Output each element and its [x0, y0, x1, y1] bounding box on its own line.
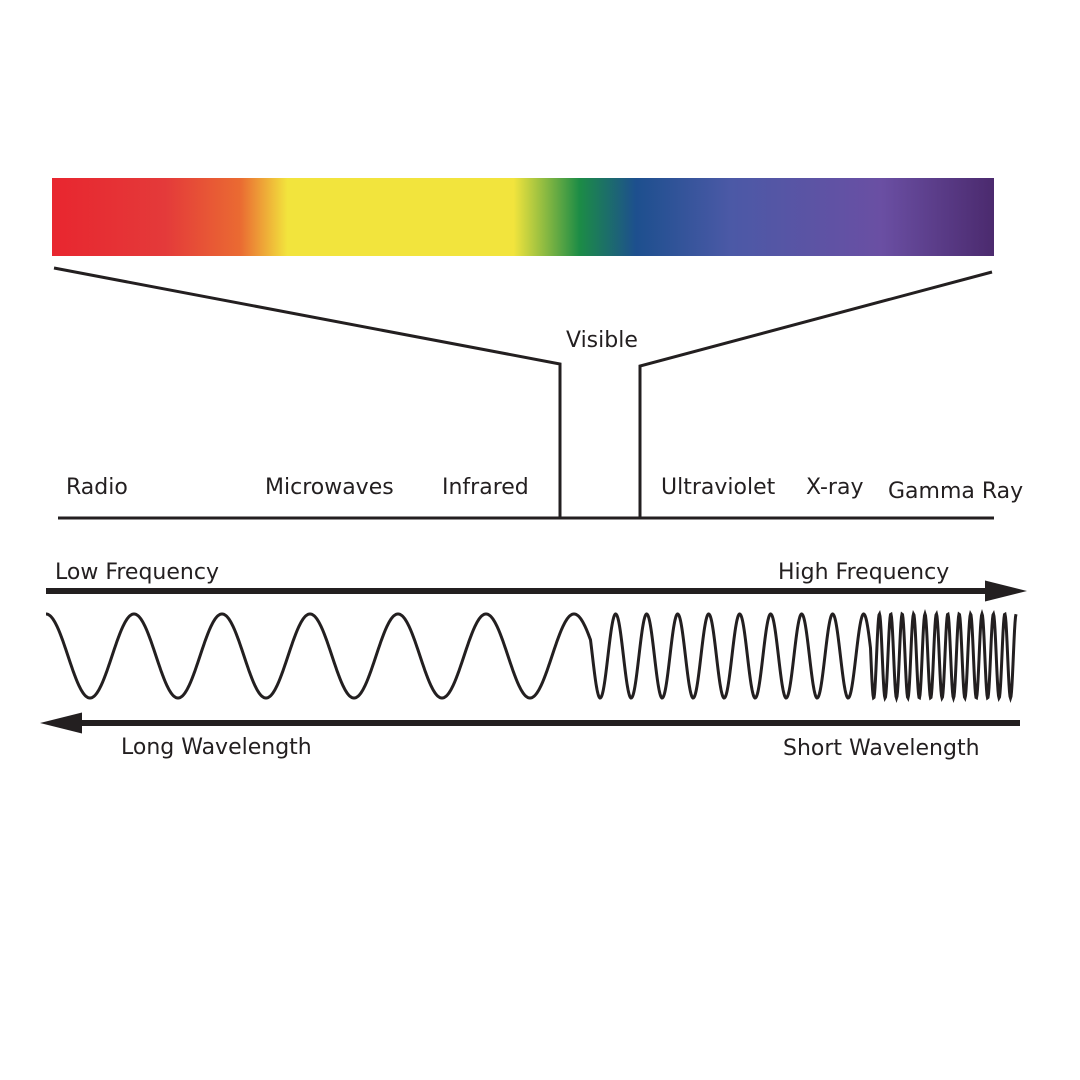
electromagnetic-wave	[46, 608, 1018, 704]
funnel-right-line	[638, 270, 993, 518]
high-frequency-label: High Frequency	[778, 560, 949, 585]
funnel-left-line	[53, 266, 562, 518]
visible-spectrum-bar	[52, 178, 994, 256]
long-wavelength-label: Long Wavelength	[121, 735, 312, 760]
band-label-radio: Radio	[66, 475, 128, 500]
band-label-xray: X-ray	[806, 475, 863, 500]
visible-label: Visible	[566, 328, 638, 353]
short-wavelength-label: Short Wavelength	[783, 736, 980, 761]
band-label-gamma: Gamma Ray	[888, 479, 1023, 504]
band-label-microwaves: Microwaves	[265, 475, 394, 500]
low-frequency-label: Low Frequency	[55, 560, 219, 585]
band-label-ultraviolet: Ultraviolet	[661, 475, 776, 500]
band-label-infrared: Infrared	[442, 475, 529, 500]
